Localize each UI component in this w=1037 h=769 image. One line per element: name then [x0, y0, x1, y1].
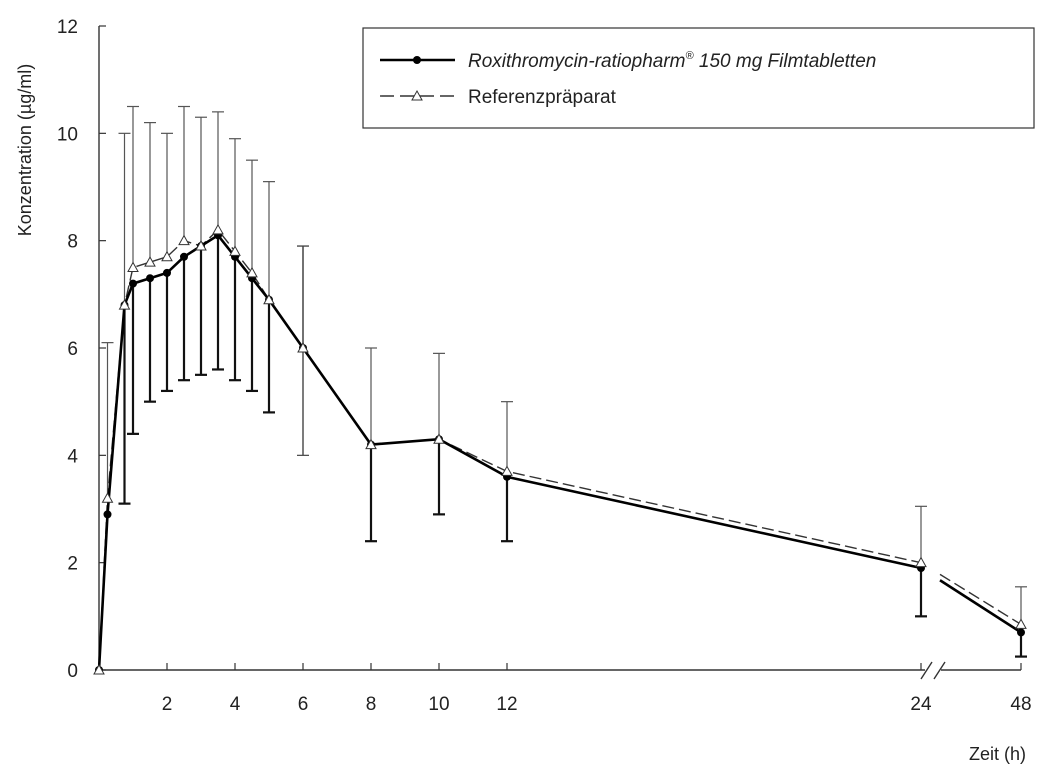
legend-marker-series-1	[413, 56, 421, 64]
legend-box	[362, 27, 1035, 129]
y-tick-label: 8	[67, 232, 78, 253]
marker-referenz	[161, 250, 173, 262]
axis-break-mark-1	[920, 661, 933, 680]
x-axis-label: Zeit (h)	[969, 744, 1026, 764]
y-axis-label: Konzentration (µg/ml)	[15, 64, 35, 236]
legend-label-series-1-name: Roxithromycin-ratiopharm	[468, 51, 686, 72]
x-tick-label: 24	[910, 694, 932, 715]
marker-referenz	[915, 556, 927, 568]
x-tick-label: 6	[298, 694, 309, 715]
legend-label-series-1-superscript: ®	[686, 50, 695, 62]
x-tick-label: 2	[162, 694, 173, 715]
marker-referenz	[178, 234, 190, 246]
series-line-referenz	[98, 228, 922, 671]
x-tick-label: 4	[230, 694, 241, 715]
marker-referenz	[118, 299, 131, 310]
y-tick-label: 0	[67, 661, 78, 682]
series-line-roxithromycin	[97, 233, 922, 671]
marker-referenz	[365, 438, 377, 450]
marker-roxithromycin	[146, 274, 154, 283]
marker-roxithromycin	[180, 252, 188, 261]
marker-referenz	[127, 261, 139, 272]
x-tick-label: 10	[428, 694, 449, 715]
marker-roxithromycin	[129, 279, 137, 288]
marker-referenz	[101, 492, 114, 503]
marker-roxithromycin	[163, 268, 171, 277]
marker-referenz	[93, 663, 105, 675]
legend-marker-series-2	[411, 89, 423, 101]
y-tick-label: 10	[57, 124, 78, 145]
error-bars	[101, 105, 1027, 658]
legend-label-series-2: Referenzpräparat	[468, 87, 617, 108]
legend: Roxithromycin-ratiopharm® 150 mg Filmtab…	[362, 27, 1035, 129]
marker-referenz	[229, 245, 241, 256]
legend-label-series-1: Roxithromycin-ratiopharm® 150 mg Filmtab…	[468, 50, 876, 72]
marker-referenz	[501, 465, 513, 476]
marker-roxithromycin	[103, 510, 112, 519]
legend-label-series-1-suffix: 150 mg Filmtabletten	[694, 51, 877, 72]
series-line-roxithromycin-after-break	[939, 579, 1022, 634]
y-tick-label: 4	[67, 446, 78, 467]
marker-referenz	[263, 293, 275, 305]
y-tick-label: 2	[67, 554, 78, 575]
series-line-referenz-after-break	[939, 573, 1022, 625]
marker-referenz	[144, 256, 156, 267]
x-tick-label: 48	[1010, 694, 1031, 715]
y-tick-label: 6	[67, 339, 78, 360]
marker-referenz	[1015, 618, 1027, 629]
marker-referenz	[433, 433, 445, 444]
series-markers	[93, 223, 1027, 675]
series-lines	[97, 228, 1022, 671]
marker-referenz	[297, 341, 309, 353]
marker-referenz	[212, 223, 224, 235]
marker-roxithromycin	[1017, 628, 1025, 637]
x-tick-label: 12	[496, 694, 517, 715]
marker-referenz	[246, 266, 258, 278]
axis-break-mark-2	[933, 661, 946, 680]
x-tick-label: 8	[366, 694, 377, 715]
marker-referenz	[195, 240, 207, 251]
y-tick-label: 12	[57, 17, 78, 38]
